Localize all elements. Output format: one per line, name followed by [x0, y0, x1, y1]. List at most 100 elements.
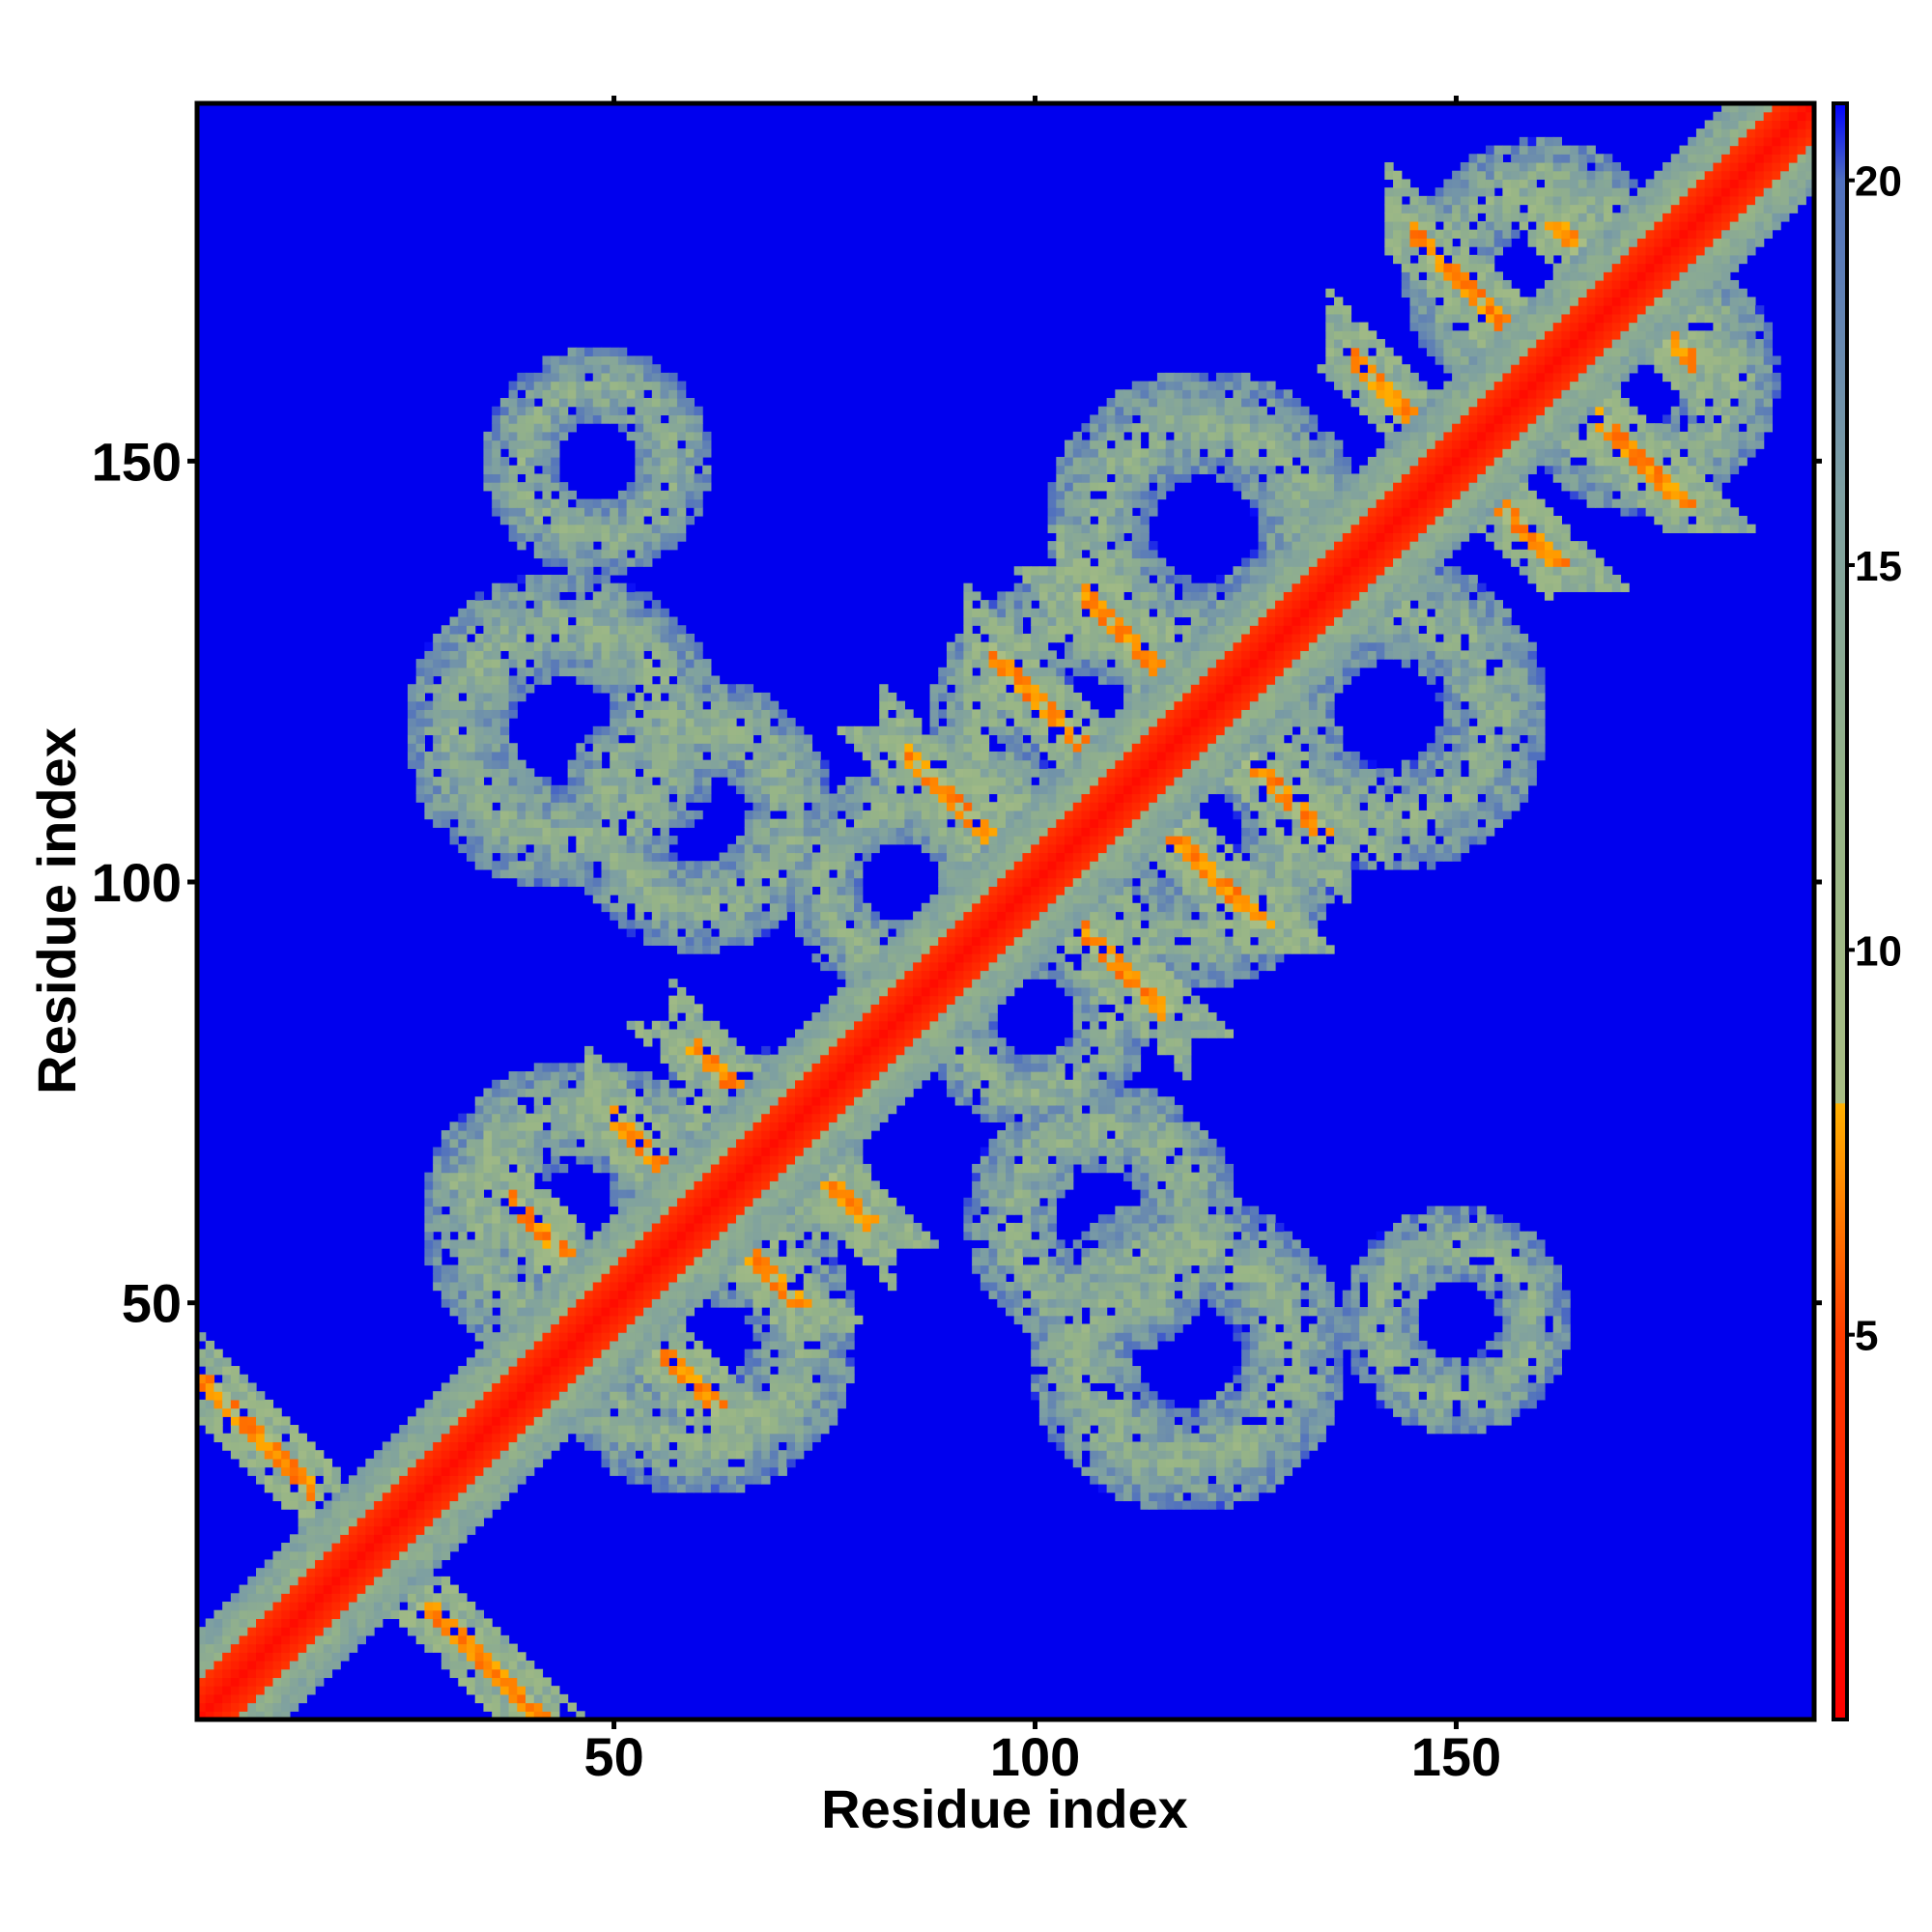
heatmap-cell — [533, 507, 544, 517]
heatmap-cell — [474, 600, 485, 610]
heatmap-cell — [702, 1214, 712, 1224]
heatmap-cell — [458, 1492, 468, 1502]
heatmap-cell — [272, 1584, 282, 1594]
heatmap-cell — [483, 600, 493, 610]
heatmap-cell — [440, 1643, 451, 1653]
heatmap-cell — [239, 1416, 248, 1426]
heatmap-cell — [660, 608, 669, 618]
heatmap-cell — [601, 600, 611, 610]
heatmap-cell — [660, 1450, 669, 1460]
heatmap-cell — [702, 861, 712, 870]
heatmap-cell — [694, 700, 703, 710]
heatmap-cell — [567, 759, 577, 769]
heatmap-cell — [508, 532, 518, 542]
heatmap-cell — [676, 868, 687, 879]
heatmap-cell — [803, 1298, 813, 1308]
heatmap-cell — [660, 1122, 669, 1131]
heatmap-cell — [458, 1239, 468, 1249]
heatmap-cell — [331, 1652, 341, 1662]
heatmap-cell — [348, 1602, 358, 1611]
heatmap-cell — [272, 1602, 282, 1611]
heatmap-cell — [769, 1180, 780, 1190]
heatmap-cell — [610, 1357, 619, 1367]
heatmap-cell — [576, 1366, 585, 1376]
heatmap-cell — [803, 1063, 813, 1072]
heatmap-cell — [668, 490, 678, 500]
heatmap-cell — [374, 1618, 384, 1628]
heatmap-cell — [610, 1079, 619, 1090]
heatmap-cell — [668, 1155, 678, 1165]
heatmap-cell — [744, 692, 754, 702]
heatmap-cell — [467, 1122, 476, 1131]
heatmap-cell — [610, 389, 619, 399]
heatmap-cell — [676, 768, 687, 778]
heatmap-cell — [551, 1214, 560, 1224]
heatmap-cell — [617, 347, 628, 356]
heatmap-cell — [407, 725, 417, 736]
heatmap-cell — [467, 734, 476, 744]
heatmap-cell — [315, 1559, 325, 1569]
heatmap-cell — [702, 1357, 712, 1367]
heatmap-cell — [795, 1391, 805, 1401]
heatmap-cell — [424, 1618, 434, 1628]
heatmap-cell — [828, 802, 838, 811]
heatmap-cell — [651, 886, 662, 895]
heatmap-cell — [467, 1425, 476, 1435]
heatmap-cell — [601, 1357, 611, 1367]
heatmap-cell — [769, 1281, 780, 1292]
heatmap-cell — [256, 1475, 266, 1485]
heatmap-cell — [483, 448, 493, 458]
heatmap-cell — [433, 692, 442, 702]
heatmap-cell — [390, 1593, 400, 1603]
heatmap-cell — [433, 1441, 442, 1451]
heatmap-cell — [323, 1652, 333, 1662]
heatmap-cell — [424, 802, 434, 811]
heatmap-cell — [542, 852, 552, 862]
heatmap-cell — [617, 1382, 628, 1392]
heatmap-cell — [517, 641, 526, 651]
heatmap-cell — [281, 1584, 291, 1594]
heatmap-cell — [617, 633, 628, 643]
heatmap-cell — [837, 1366, 846, 1376]
heatmap-cell — [281, 1686, 291, 1695]
heatmap-cell — [610, 1231, 619, 1240]
heatmap-cell — [828, 1357, 838, 1367]
heatmap-cell — [499, 784, 510, 795]
heatmap-cell — [558, 414, 569, 424]
heatmap-cell — [508, 591, 518, 601]
heatmap-cell — [592, 1340, 603, 1350]
heatmap-cell — [694, 1290, 703, 1299]
heatmap-cell — [643, 633, 653, 643]
heatmap-cell — [348, 1500, 358, 1510]
heatmap-cell — [651, 1399, 662, 1409]
heatmap-cell — [753, 1290, 762, 1299]
heatmap-cell — [526, 861, 535, 870]
heatmap-cell — [264, 1407, 274, 1417]
heatmap-cell — [517, 827, 526, 837]
heatmap-cell — [567, 490, 577, 500]
heatmap-cell — [635, 1416, 644, 1426]
heatmap-cell — [458, 1643, 468, 1653]
heatmap-cell — [811, 1298, 821, 1308]
heatmap-cell — [702, 1189, 712, 1199]
heatmap-cell — [542, 784, 552, 795]
heatmap-cell — [499, 1113, 510, 1122]
heatmap-cell — [685, 456, 696, 467]
heatmap-cell — [601, 1450, 611, 1460]
heatmap-cell — [584, 541, 594, 551]
heatmap-cell — [492, 700, 501, 710]
heatmap-cell — [374, 1559, 384, 1569]
heatmap-cell — [407, 1500, 417, 1510]
heatmap-cell — [542, 406, 552, 415]
heatmap-cell — [492, 582, 501, 592]
heatmap-cell — [803, 1248, 813, 1258]
heatmap-cell — [643, 1441, 653, 1451]
heatmap-cell — [584, 1147, 594, 1156]
heatmap-cell — [769, 1264, 780, 1274]
heatmap-cell — [474, 793, 485, 803]
heatmap-cell — [433, 1155, 442, 1165]
heatmap-cell — [533, 1231, 544, 1240]
heatmap-cell — [356, 1466, 366, 1476]
heatmap-cell — [744, 877, 754, 887]
heatmap-cell — [651, 836, 662, 845]
